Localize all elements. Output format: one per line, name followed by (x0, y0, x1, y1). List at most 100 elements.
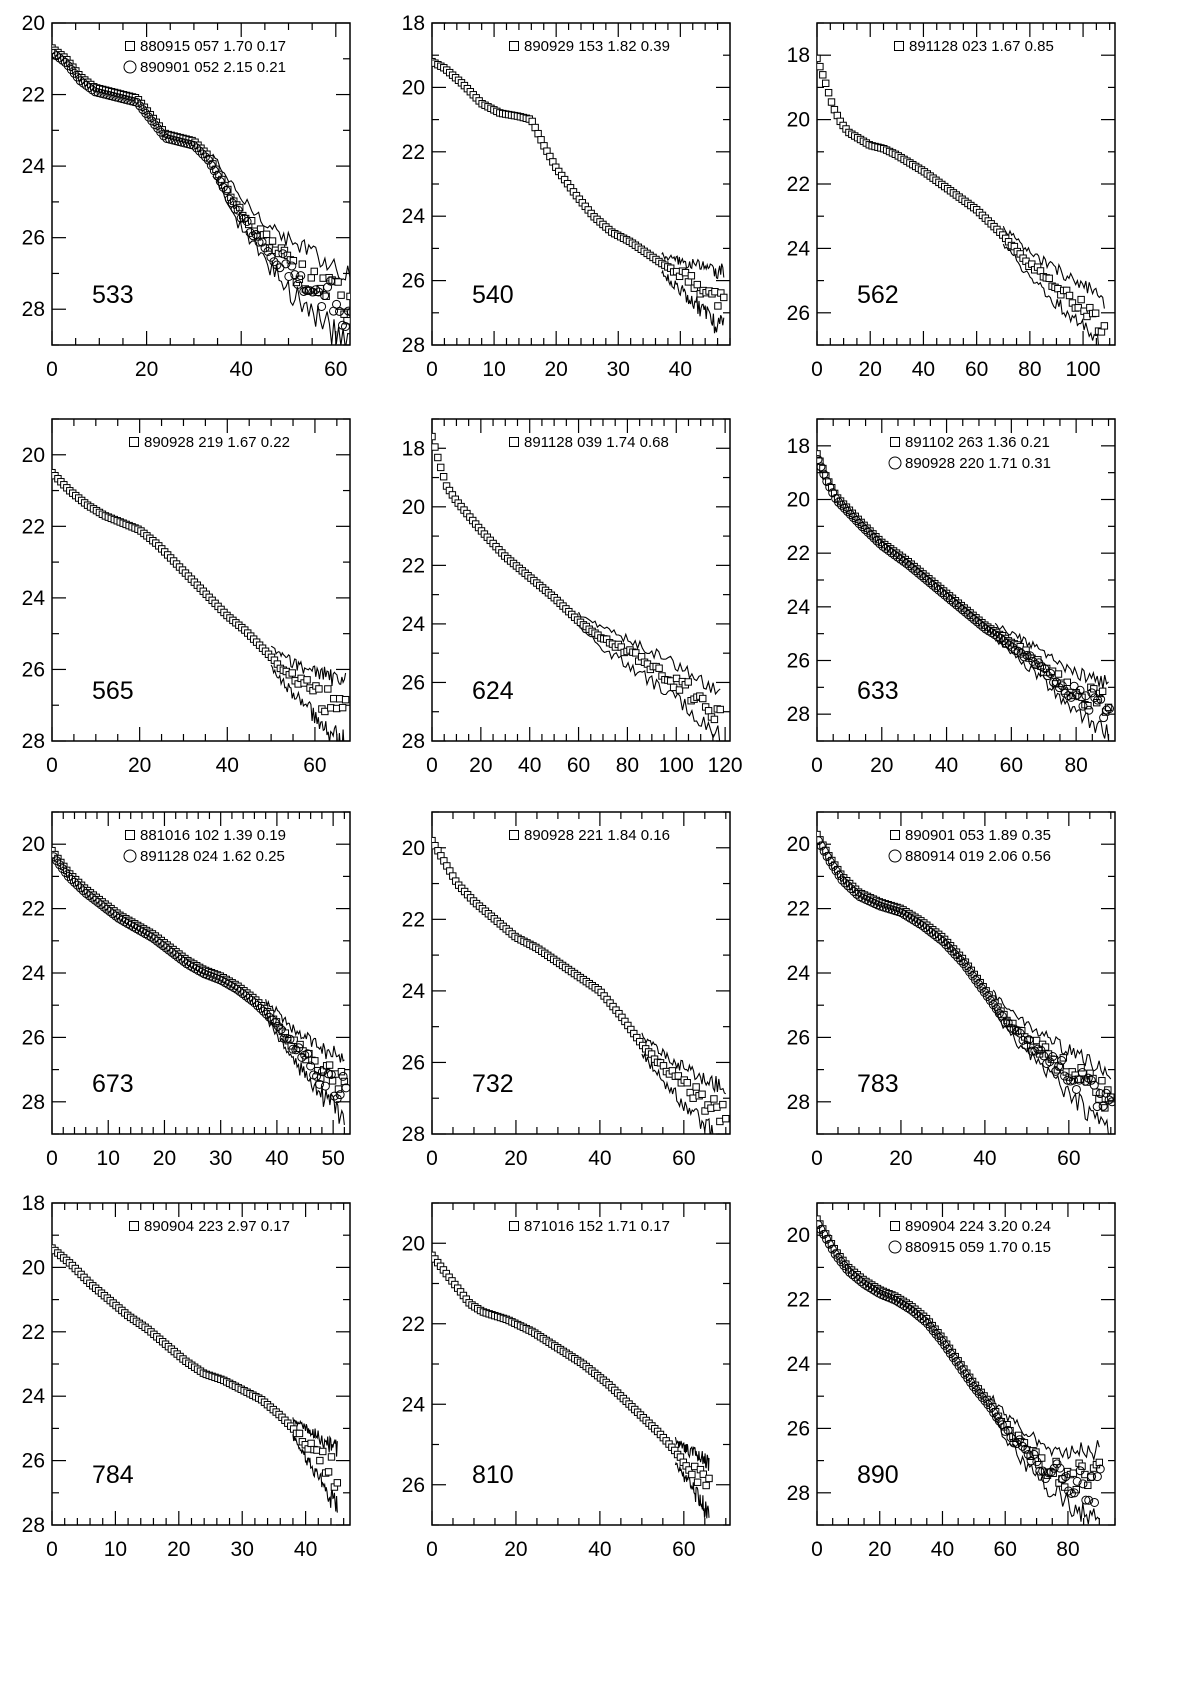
data-point-circle (824, 1239, 834, 1249)
error-envelope-lower (212, 175, 350, 345)
data-point-square (340, 1077, 349, 1086)
data-point-circle (294, 1043, 304, 1053)
data-point-circle (194, 146, 204, 156)
error-envelope-upper (292, 1417, 338, 1457)
legend-label: 890928 219 1.67 0.22 (144, 434, 290, 451)
x-tick-label: 60 (324, 358, 347, 381)
data-point-circle (925, 578, 935, 588)
error-envelope-lower (265, 1016, 345, 1125)
panel-890: 0 20 40 60 80 20 22 24 26 28 890904 224 3.20 0.24 8… (787, 1202, 1116, 1561)
data-point-circle (1058, 1474, 1068, 1484)
y-tick-label: 18 (402, 12, 425, 35)
data-layer (432, 836, 730, 1134)
legend-marker-square (509, 41, 519, 51)
data-point-circle (848, 1270, 858, 1280)
data-point-circle (1030, 1046, 1040, 1056)
data-point-circle (822, 852, 832, 862)
data-point-circle (1084, 1495, 1094, 1505)
x-tick-label: 30 (231, 1538, 254, 1561)
data-point-circle (837, 500, 847, 510)
y-tick-label: 18 (787, 435, 810, 458)
data-point-circle (60, 57, 70, 67)
data-point-square (1049, 1469, 1057, 1477)
data-point-circle (819, 846, 829, 856)
data-point-circle (308, 287, 318, 297)
panel-783: 0 20 40 60 20 22 24 26 28 890901 053 1.89 0.35 880… (787, 811, 1116, 1170)
panel-784: 0 10 20 30 40 18 20 22 24 26 28 890904 223 2.97 0.1… (22, 1192, 351, 1561)
error-envelope-lower (641, 1053, 720, 1134)
data-point-circle (1006, 1433, 1016, 1443)
data-point-circle (258, 1006, 268, 1016)
data-point-circle (935, 934, 945, 944)
y-tick-label: 28 (402, 334, 425, 357)
data-point-circle (273, 1021, 283, 1031)
x-tick-label: 60 (965, 358, 988, 381)
data-point-circle (866, 530, 876, 540)
x-tick-label: 40 (935, 754, 958, 777)
x-tick-label: 0 (46, 1147, 58, 1170)
data-point-circle (817, 841, 826, 851)
error-envelope-upper (992, 989, 1112, 1080)
data-point-circle (1072, 1476, 1082, 1486)
data-layer (432, 57, 728, 334)
data-point-circle (1069, 681, 1079, 691)
data-point-square (817, 62, 824, 71)
data-point-square (439, 473, 448, 481)
data-point-circle (87, 85, 97, 95)
data-point-circle (1095, 1464, 1105, 1474)
legend-marker-square (890, 437, 900, 447)
data-point-square (311, 1057, 319, 1065)
x-tick-label: 0 (426, 1147, 438, 1170)
data-point-circle (247, 995, 257, 1005)
data-point-square (722, 1114, 730, 1123)
data-point-square (675, 686, 684, 694)
data-layer (817, 830, 1115, 1134)
data-point-square (316, 1456, 324, 1465)
y-tick-label: 22 (22, 515, 45, 538)
legend-label: 891128 024 1.62 0.25 (140, 848, 285, 865)
x-tick-label: 40 (912, 358, 935, 381)
y-tick-label: 28 (22, 730, 45, 753)
data-point-square (1054, 670, 1063, 678)
data-point-circle (920, 1316, 930, 1326)
data-point-circle (233, 205, 243, 215)
panel-id-label: 810 (472, 1461, 514, 1489)
data-point-circle (849, 886, 859, 896)
x-tick-label: 100 (659, 754, 694, 777)
legend-marker-square (509, 437, 519, 447)
data-point-square (247, 217, 256, 225)
data-point-circle (1032, 1457, 1042, 1467)
y-tick-label: 28 (787, 1482, 810, 1505)
panel-565: 0 20 40 60 20 22 24 26 28 890928 219 1.67 0.22 565 (22, 418, 351, 777)
data-point-circle (989, 1408, 999, 1418)
y-tick-label: 28 (402, 730, 425, 753)
y-tick-label: 22 (787, 1289, 810, 1312)
data-point-circle (1098, 1101, 1108, 1111)
data-point-circle (81, 80, 91, 90)
x-tick-label: 50 (321, 1147, 344, 1170)
x-tick-label: 20 (469, 754, 492, 777)
data-point-circle (929, 930, 939, 940)
data-point-circle (242, 216, 252, 226)
data-point-circle (822, 1234, 832, 1244)
data-point-circle (245, 228, 255, 238)
legend-marker-square (890, 1221, 900, 1231)
data-point-square (262, 230, 271, 238)
legend-marker-circle (888, 456, 902, 470)
data-point-circle (266, 252, 276, 262)
data-point-circle (845, 1267, 855, 1277)
data-point-square (337, 291, 345, 299)
data-point-circle (825, 857, 835, 867)
x-tick-label: 0 (811, 754, 823, 777)
data-point-circle (1017, 1441, 1027, 1451)
data-point-circle (269, 257, 279, 267)
data-point-circle (854, 519, 864, 529)
data-point-square (1045, 274, 1053, 283)
data-point-circle (1092, 1472, 1102, 1482)
data-point-circle (907, 563, 917, 573)
data-point-circle (834, 870, 844, 880)
data-point-circle (1031, 660, 1041, 670)
data-point-circle (834, 497, 844, 507)
error-envelope-lower (674, 1461, 710, 1519)
data-point-circle (167, 947, 177, 957)
